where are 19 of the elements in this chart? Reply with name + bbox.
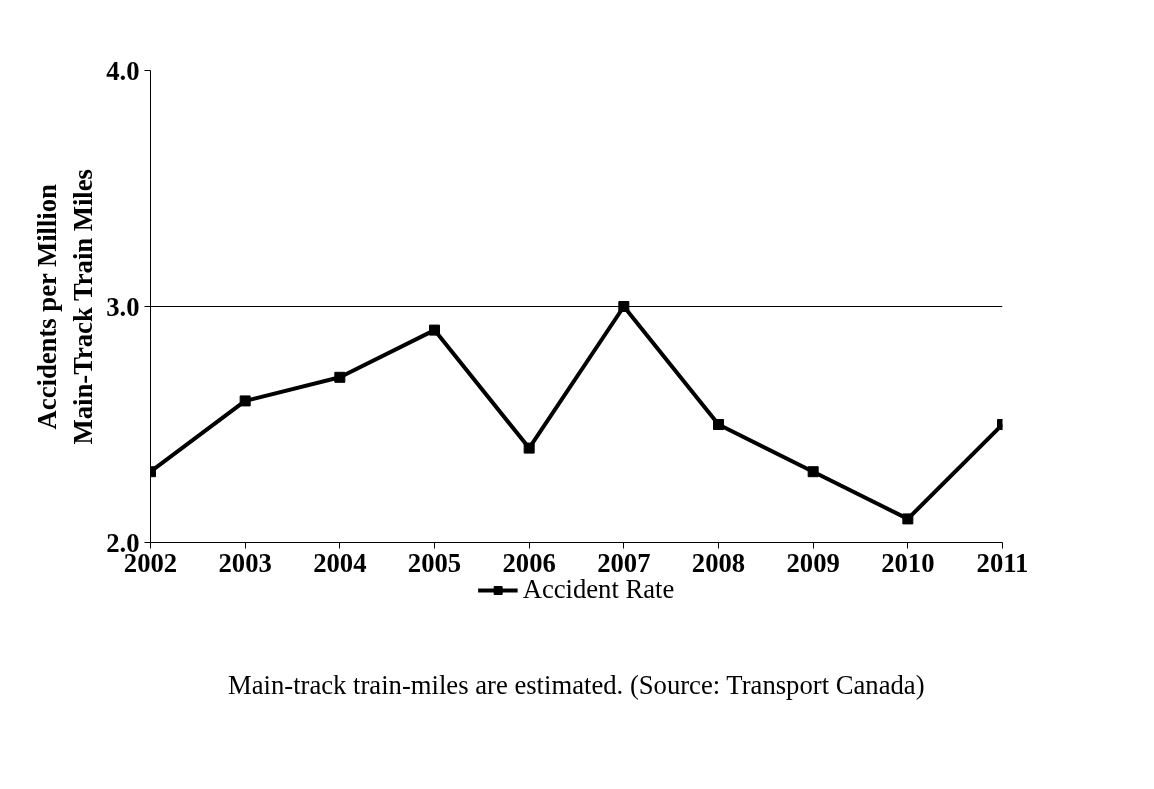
point [429,324,440,336]
x-tick-label: 2009 [786,547,840,578]
x-tick-label: 2008 [691,547,746,578]
text: Main-track train-miles are estimated. (Source: Transport Canada) [227,670,925,700]
point [902,513,914,525]
x-tick-label: 2010 [881,547,935,578]
x-tick-label: 2004 [313,547,367,578]
x-tick-label: 2003 [218,547,272,578]
y-tick-label: 4.0 [106,55,140,86]
x-tick-label: 2005 [407,547,462,578]
y-tick-label: 3.0 [106,291,140,322]
point [239,395,251,407]
point [618,301,630,312]
point [807,466,819,478]
y-axis-title: Accidents per Million Main-Track Train Miles [32,169,99,445]
point [334,371,346,383]
point [713,419,724,430]
point [523,442,535,454]
x-tick-label: 2011 [976,547,1029,578]
